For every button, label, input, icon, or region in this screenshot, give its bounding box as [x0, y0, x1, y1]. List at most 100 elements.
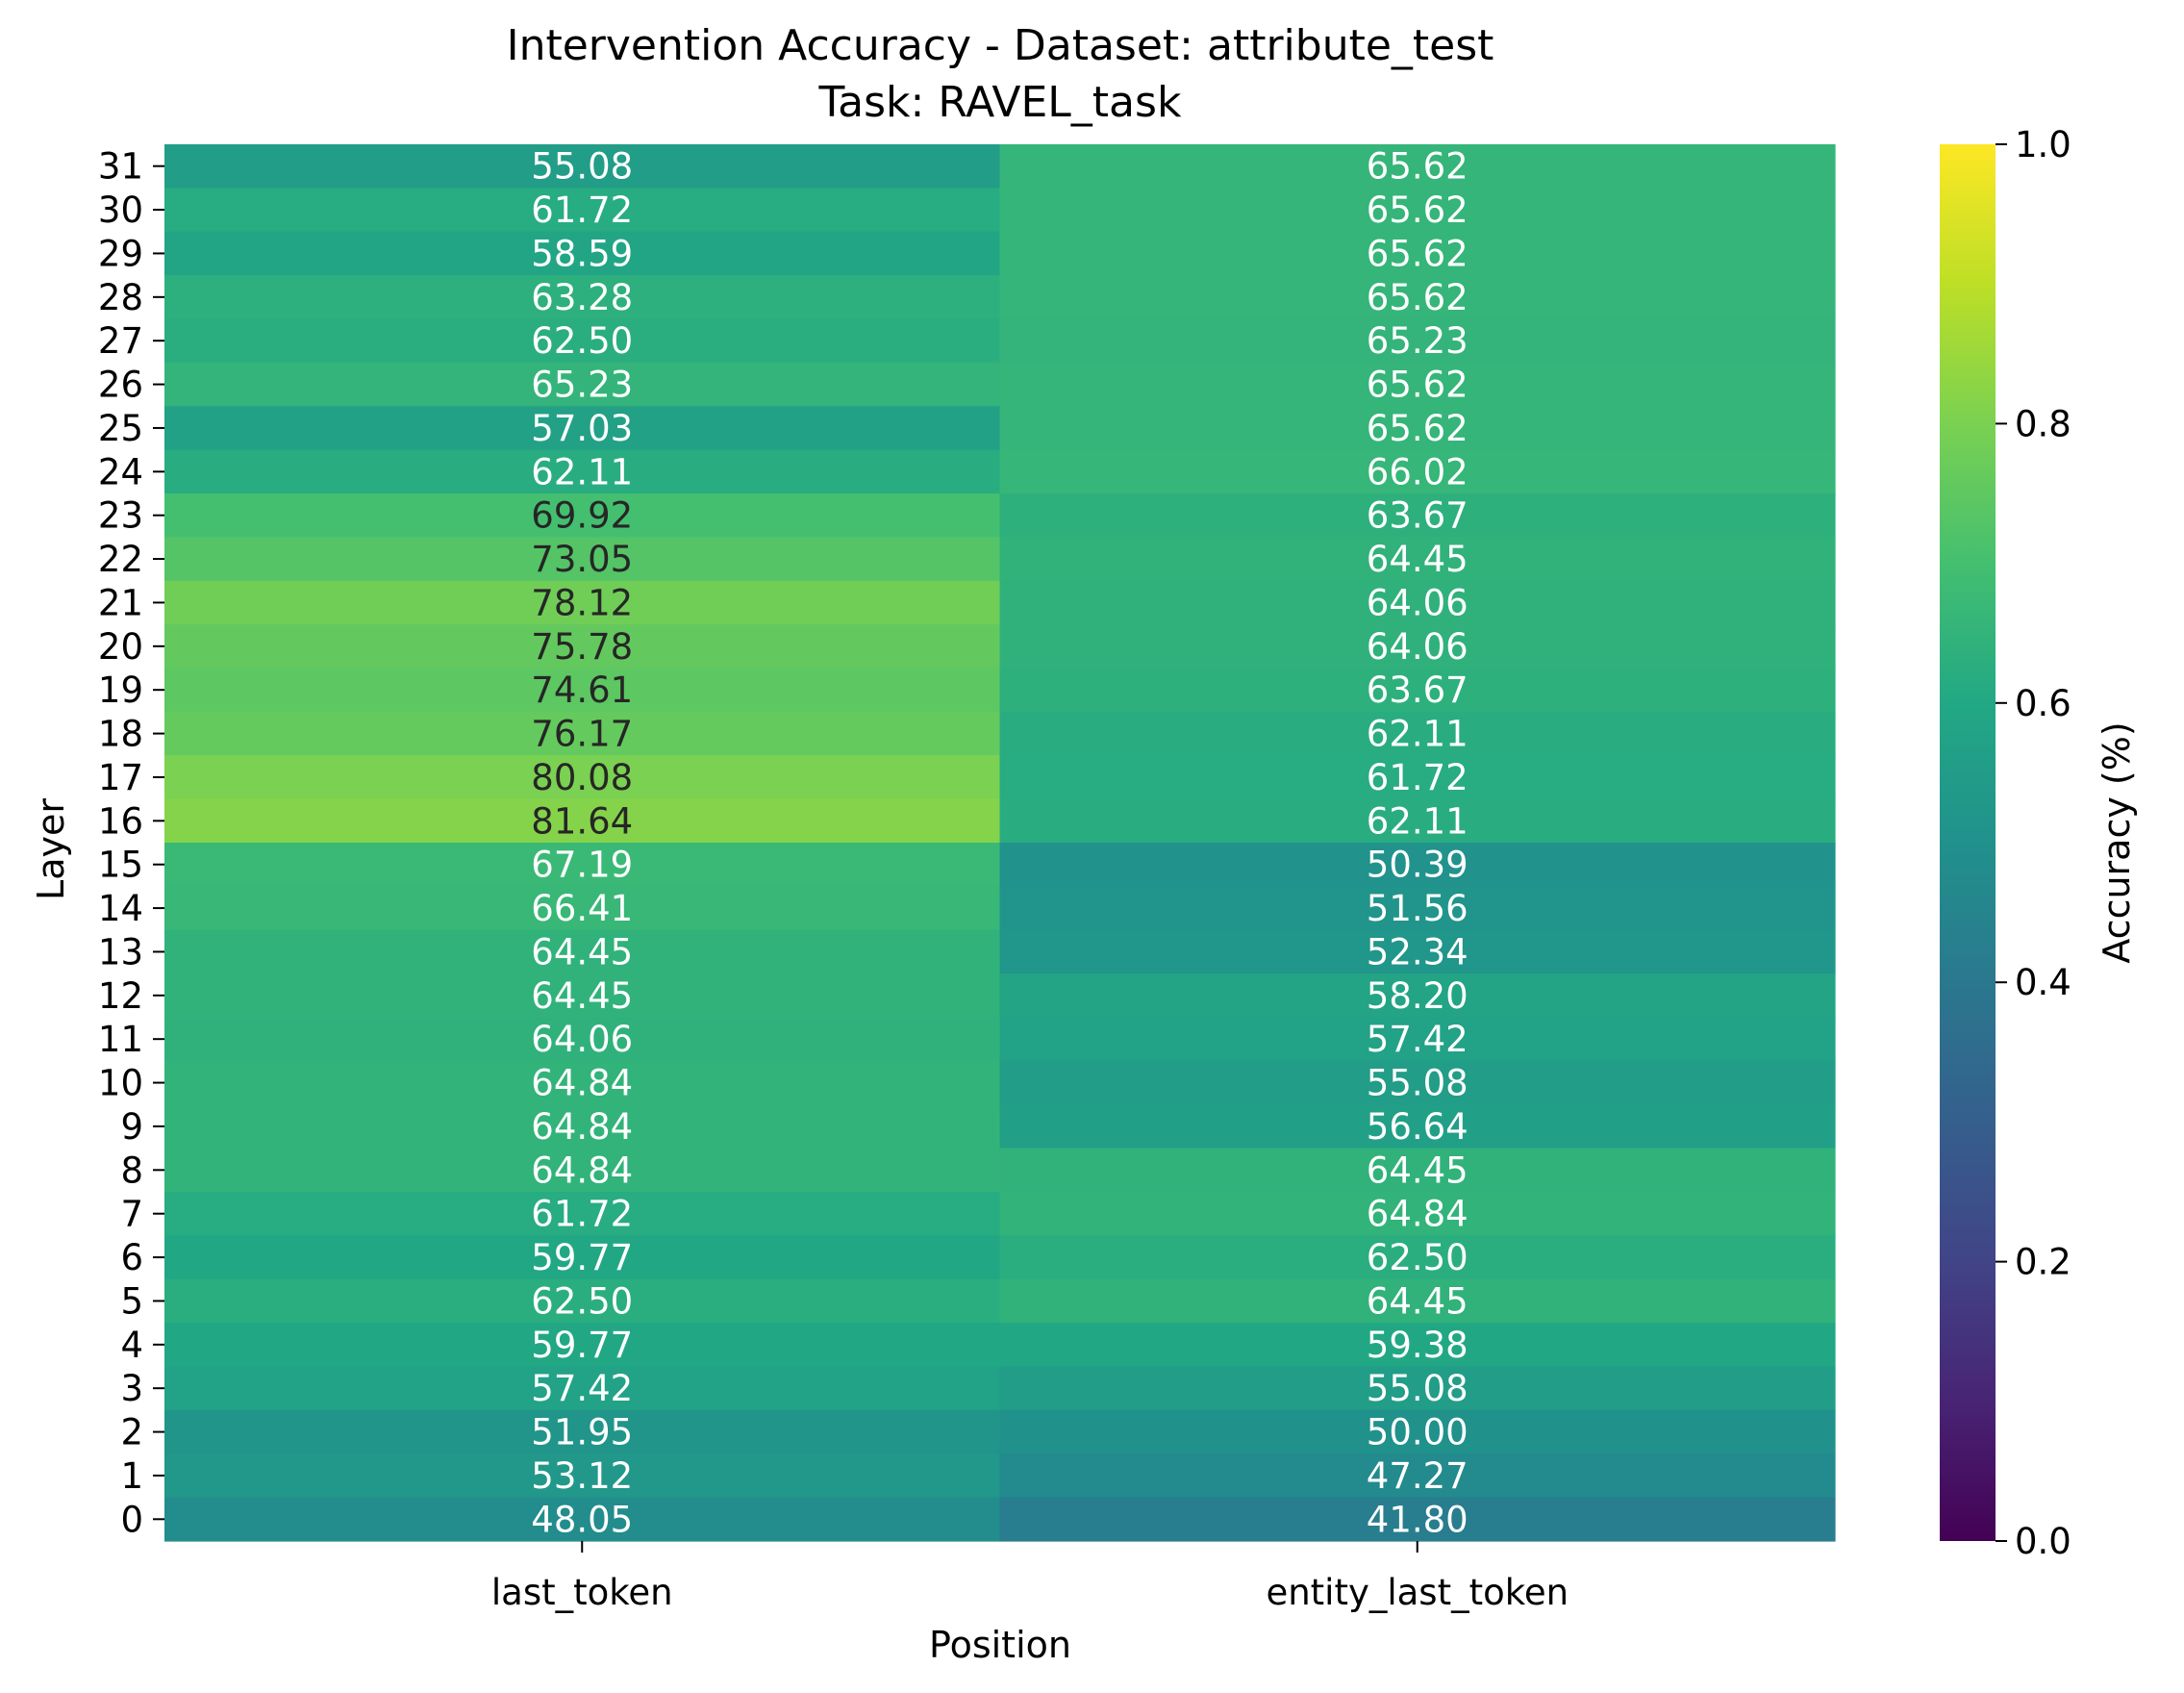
cell-value-label: 64.45 [1367, 1280, 1469, 1322]
heatmap-cell [164, 1497, 1001, 1542]
heatmap-cell [164, 886, 1001, 931]
cell-value-label: 63.67 [1367, 495, 1469, 537]
colorbar-ticks: 0.0 0.2 0.4 0.6 0.8 1.0 [1996, 124, 2071, 1562]
cell-value-label: 64.45 [1367, 539, 1469, 580]
cell-value-label: 64.84 [531, 1063, 633, 1104]
y-tick-label: 8 [120, 1150, 143, 1191]
heatmap-cell [999, 1409, 1836, 1454]
cell-value-label: 66.41 [531, 888, 633, 929]
heatmap-cell [164, 406, 1001, 451]
cell-value-label: 65.62 [1367, 365, 1469, 406]
y-tick-label: 31 [98, 146, 143, 188]
cell-value-label: 61.72 [531, 190, 633, 231]
cell-value-label: 52.34 [1367, 931, 1469, 973]
cell-value-label: 69.92 [531, 495, 633, 537]
y-tick-label: 19 [98, 670, 143, 711]
y-tick-label: 24 [98, 451, 143, 493]
cell-value-label: 65.62 [1367, 408, 1469, 449]
heatmap-cell [999, 1148, 1836, 1193]
y-tick-label: 25 [98, 408, 143, 449]
y-tick-label: 2 [120, 1412, 143, 1453]
cell-value-label: 74.61 [531, 670, 633, 711]
heatmap-cell [164, 231, 1001, 276]
y-tick-label: 21 [98, 582, 143, 623]
heatmap-cell [999, 1017, 1836, 1062]
y-tick-label: 13 [98, 931, 143, 973]
chart-title: Intervention Accuracy - Dataset: attribu… [507, 21, 1494, 70]
y-tick-label: 6 [120, 1237, 143, 1278]
heatmap-cell [999, 144, 1836, 189]
heatmap-cell [999, 493, 1836, 538]
cell-value-label: 80.08 [531, 757, 633, 798]
chart-subtitle: Task: RAVEL_task [818, 78, 1182, 127]
colorbar-tick-label: 1.0 [2015, 124, 2071, 165]
cell-value-label: 65.23 [531, 365, 633, 406]
y-axis-ticks: 3130292827262524232221201918171615141312… [98, 146, 164, 1540]
heatmap-cell [999, 1060, 1836, 1105]
heatmap-cell [999, 362, 1836, 407]
colorbar-tick-label: 0.2 [2015, 1242, 2071, 1283]
heatmap-cell [999, 1104, 1836, 1150]
y-tick-label: 27 [98, 320, 143, 362]
heatmap-cell [999, 1366, 1836, 1411]
heatmap-cell [999, 1192, 1836, 1236]
heatmap-cell [999, 624, 1836, 670]
cell-value-label: 65.62 [1367, 277, 1469, 318]
heatmap-cell [164, 755, 1001, 800]
cell-value-label: 51.95 [531, 1412, 633, 1453]
cell-value-label: 63.67 [1367, 670, 1469, 711]
heatmap-cell [164, 1192, 1001, 1236]
heatmap-cell [164, 362, 1001, 407]
heatmap-cell [999, 1235, 1836, 1280]
y-tick-label: 29 [98, 233, 143, 274]
y-tick-label: 30 [98, 190, 143, 231]
heatmap-cell [164, 449, 1001, 494]
cell-value-label: 57.42 [531, 1368, 633, 1409]
cell-value-label: 64.84 [531, 1106, 633, 1148]
cell-value-label: 66.02 [1367, 451, 1469, 493]
cell-value-label: 65.62 [1367, 233, 1469, 274]
heatmap-cell [164, 843, 1001, 887]
cell-value-label: 76.17 [531, 714, 633, 755]
heatmap-cell [999, 406, 1836, 451]
cell-value-label: 55.08 [531, 146, 633, 188]
cell-value-label: 55.08 [1367, 1063, 1469, 1104]
cell-value-label: 64.84 [531, 1150, 633, 1191]
cell-value-label: 64.84 [1367, 1194, 1469, 1235]
cell-value-label: 61.72 [1367, 757, 1469, 798]
heatmap-cell [164, 1278, 1001, 1324]
heatmap-cell [999, 1497, 1836, 1542]
y-tick-label: 23 [98, 495, 143, 537]
cell-value-label: 67.19 [531, 845, 633, 886]
x-axis-label: Position [929, 1624, 1071, 1666]
heatmap-cell [164, 537, 1001, 582]
cell-value-label: 73.05 [531, 539, 633, 580]
cell-value-label: 41.80 [1367, 1499, 1469, 1540]
cell-value-label: 65.23 [1367, 320, 1469, 362]
y-tick-label: 1 [120, 1455, 143, 1497]
heatmap-cell [164, 1453, 1001, 1499]
cell-value-label: 59.77 [531, 1237, 633, 1278]
heatmap-cell [164, 1017, 1001, 1062]
cell-value-label: 53.12 [531, 1455, 633, 1497]
y-tick-label: 26 [98, 365, 143, 406]
x-tick-label: last_token [491, 1572, 673, 1613]
heatmap-cell [164, 711, 1001, 756]
y-axis-label: Layer [30, 798, 72, 900]
y-tick-label: 12 [98, 975, 143, 1017]
heatmap-cell [999, 929, 1836, 974]
y-tick-label: 14 [98, 888, 143, 929]
cell-value-label: 75.78 [531, 626, 633, 668]
heatmap-cell [999, 231, 1836, 276]
heatmap-cell [999, 188, 1836, 233]
cell-value-label: 64.06 [1367, 582, 1469, 623]
y-tick-label: 22 [98, 539, 143, 580]
heatmap-cell [164, 188, 1001, 233]
heatmap-cell [164, 580, 1001, 625]
heatmap-cell [999, 973, 1836, 1019]
cell-value-label: 65.62 [1367, 190, 1469, 231]
heatmap-cell [999, 537, 1836, 582]
heatmap-cell [999, 580, 1836, 625]
cell-value-label: 48.05 [531, 1499, 633, 1540]
